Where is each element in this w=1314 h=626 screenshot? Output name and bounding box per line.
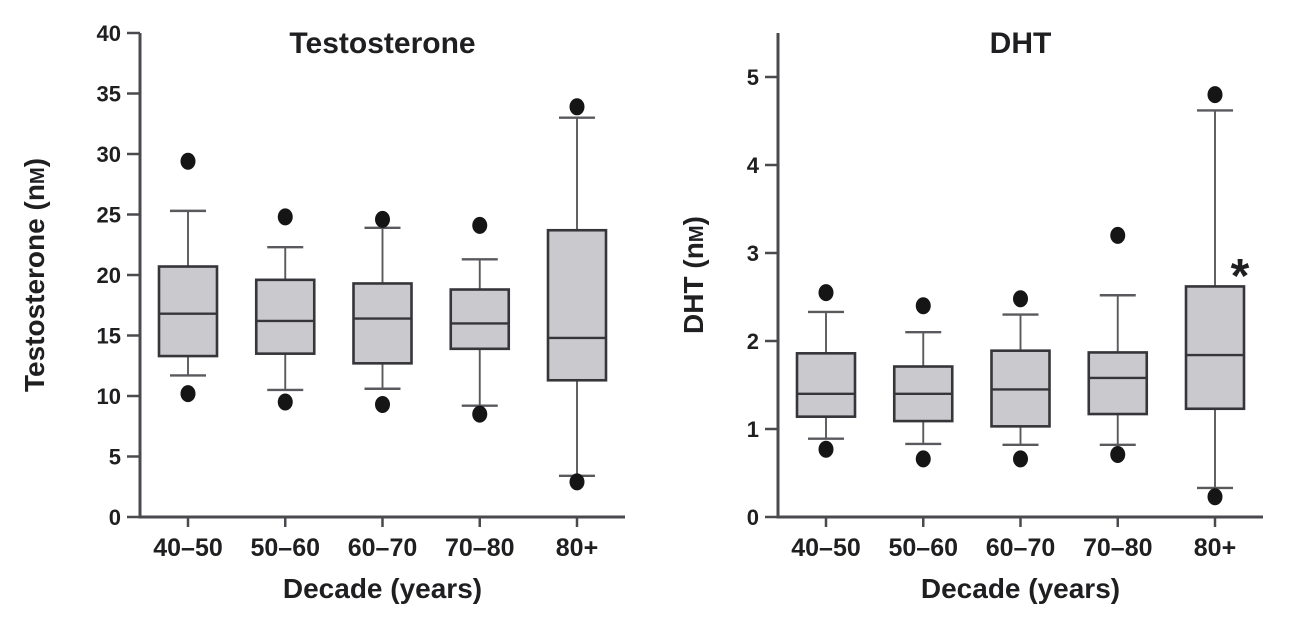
x-tick-label: 80+ [556, 534, 598, 562]
y-axis-label: Testosterone (nM) [19, 158, 50, 392]
y-tick-label: 3 [747, 241, 759, 266]
box-group [1184, 86, 1246, 506]
box-group [157, 152, 219, 403]
iqr-box [254, 278, 316, 355]
chart-title: DHT [990, 27, 1052, 60]
lower-outlier-dot [277, 393, 293, 411]
upper-outlier-dot [277, 208, 293, 226]
lower-outlier-dot [180, 385, 196, 403]
iqr-box [352, 282, 413, 365]
x-tick-label: 40–50 [153, 534, 223, 562]
box-group [990, 290, 1051, 468]
lower-outlier-dot [472, 405, 488, 423]
y-tick-label: 1 [747, 417, 759, 442]
upper-outlier-dot [818, 284, 834, 302]
x-tick-label: 70–80 [445, 534, 515, 562]
y-tick-label: 0 [747, 505, 759, 530]
dht-boxplot-svg: 0 1 2 3 4 5 40–50 50–60 60–70 70–80 80+ DHT Decade (… [678, 27, 1263, 604]
chart-title: Testosterone [289, 27, 475, 60]
x-tick-label: 50–60 [250, 534, 320, 562]
y-tick-label: 35 [97, 82, 121, 107]
iqr-box [1087, 351, 1149, 416]
x-tick-label: 70–80 [1083, 534, 1153, 562]
iqr-box [795, 352, 857, 418]
lower-outlier-dot [818, 440, 834, 458]
upper-outlier-dot [472, 216, 488, 234]
box-group [449, 216, 511, 423]
x-tick-label: 60–70 [986, 534, 1056, 562]
y-tick-label: 40 [97, 21, 121, 46]
x-tick-label: 60–70 [348, 534, 418, 562]
box-group [1087, 226, 1149, 464]
box-group [254, 208, 316, 411]
box-group [352, 210, 413, 413]
testosterone-chart: 0 5 10 15 20 25 30 35 40 40–50 50–60 60–70 70–80 80+ T… [19, 21, 625, 604]
box-group [795, 284, 857, 458]
lower-outlier-dot [1207, 488, 1223, 506]
x-tick-label: 50–60 [888, 534, 958, 562]
x-axis-label: Decade (years) [283, 573, 482, 604]
x-axis-label: Decade (years) [921, 573, 1120, 604]
upper-outlier-dot [569, 98, 585, 116]
significance-asterisk: * [1231, 250, 1250, 303]
y-tick-label: 25 [97, 203, 121, 228]
y-tick-label: 15 [97, 324, 121, 349]
y-tick-label: 2 [747, 329, 759, 354]
y-tick-label: 30 [97, 142, 121, 167]
x-tick-label: 40–50 [791, 534, 861, 562]
iqr-box [157, 265, 219, 358]
lower-outlier-dot [569, 473, 585, 491]
upper-outlier-dot [915, 297, 931, 315]
x-tick-label: 80+ [1194, 534, 1236, 562]
y-tick-label: 4 [747, 153, 760, 178]
iqr-box [1184, 285, 1246, 411]
lower-outlier-dot [915, 450, 931, 468]
box-group [892, 297, 954, 468]
y-tick-label: 5 [109, 445, 121, 470]
upper-outlier-dot [1013, 290, 1028, 308]
upper-outlier-dot [375, 210, 390, 228]
upper-outlier-dot [1110, 226, 1126, 244]
upper-outlier-dot [180, 152, 196, 170]
upper-outlier-dot [1207, 86, 1223, 104]
box-group [546, 98, 608, 491]
lower-outlier-dot [375, 395, 390, 413]
lower-outlier-dot [1013, 450, 1028, 468]
y-tick-label: 5 [747, 65, 759, 90]
y-tick-label: 20 [97, 263, 121, 288]
iqr-box [546, 228, 608, 382]
y-tick-label: 10 [97, 384, 121, 409]
iqr-box [449, 288, 511, 351]
y-axis-label: DHT (nM) [678, 216, 709, 334]
y-tick-label: 0 [109, 505, 121, 530]
testosterone-boxplot-svg: 0 5 10 15 20 25 30 35 40 40–50 50–60 60–70 70–80 80+ T… [19, 21, 625, 604]
lower-outlier-dot [1110, 446, 1126, 464]
dht-chart: 0 1 2 3 4 5 40–50 50–60 60–70 70–80 80+ DHT Decade (… [657, 0, 1314, 626]
